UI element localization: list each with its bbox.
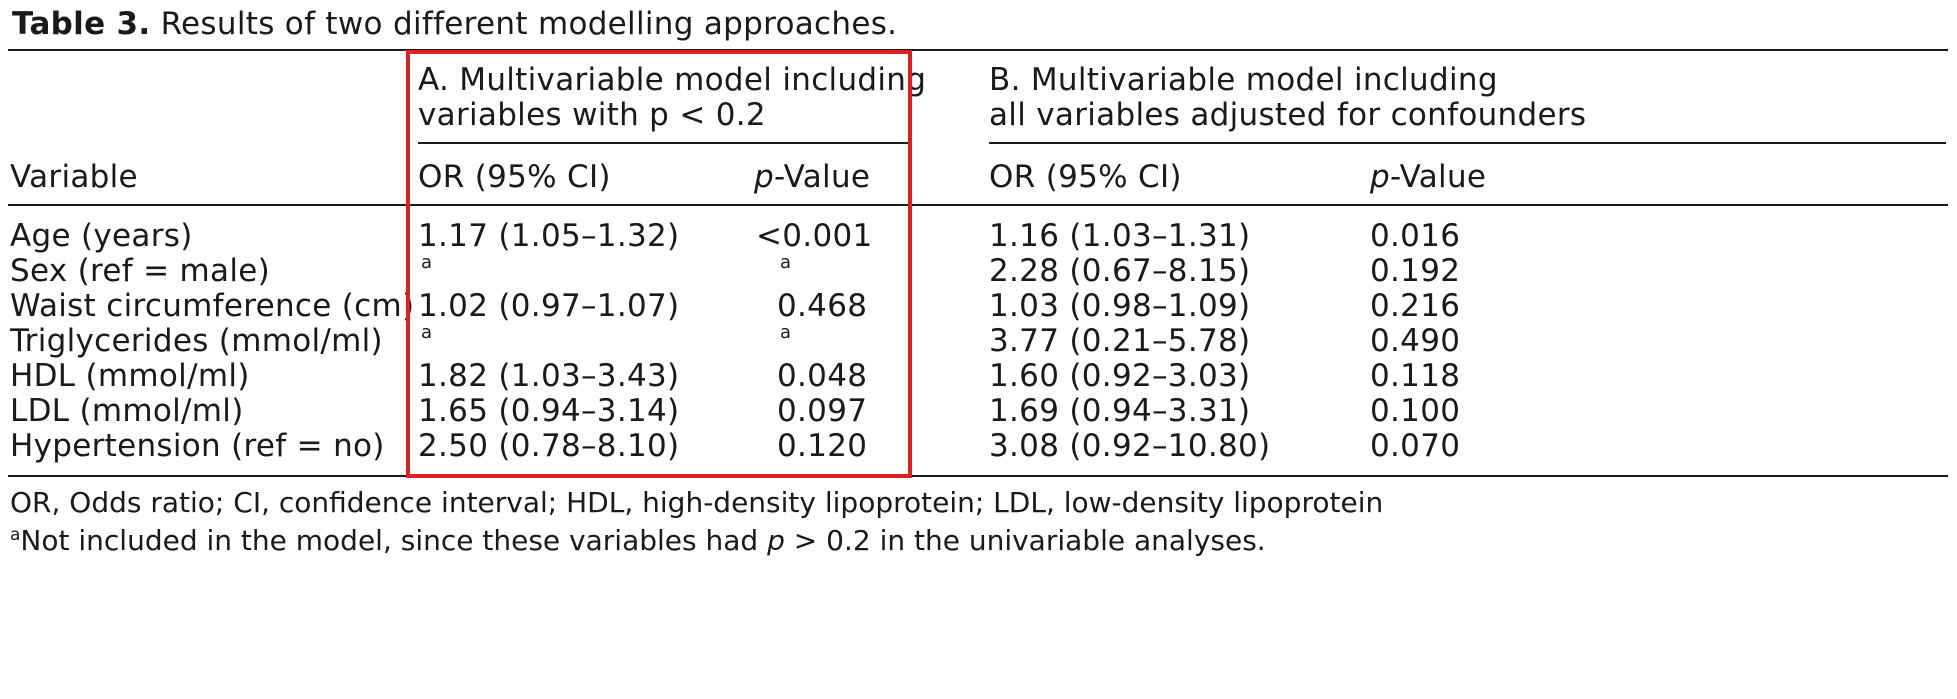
footnote-a-text-after: > 0.2 in the univariable analyses. [784,524,1266,557]
cell-or-a-footnote-mark: a [421,322,433,343]
cell-or-a: 1.17 (1.05–1.32) [418,218,680,254]
header-rule [8,204,1948,206]
cell-or-b: 3.77 (0.21–5.78) [989,323,1251,359]
group-b-header-line2: all variables adjusted for confounders [989,97,1587,133]
cell-variable: Triglycerides (mmol/ml) [10,323,383,359]
bottom-rule [8,475,1948,477]
cell-p-b: 0.490 [1370,323,1461,359]
cell-or-b: 1.03 (0.98–1.09) [989,288,1251,324]
cell-p-b: 0.118 [1370,358,1461,394]
group-b-header-line1: B. Multivariable model including [989,62,1498,98]
column-header-or-b: OR (95% CI) [989,159,1182,195]
group-a-header-line2: variables with p < 0.2 [418,97,766,133]
column-header-variable: Variable [10,159,138,195]
cell-or-b: 1.60 (0.92–3.03) [989,358,1251,394]
group-a-header-line1: A. Multivariable model including [418,62,927,98]
cell-p-b: 0.216 [1370,288,1461,324]
cell-variable: Hypertension (ref = no) [10,428,385,464]
model-a-highlight-box [406,50,912,478]
cell-or-a-footnote-mark: a [421,252,433,273]
cell-or-b: 2.28 (0.67–8.15) [989,253,1251,289]
cell-p-b: 0.100 [1370,393,1461,429]
table-caption-text: Results of two different modelling appro… [160,6,898,42]
cell-p-a: 0.048 [777,358,868,394]
column-header-or-a: OR (95% CI) [418,159,611,195]
p-suffix: -Value [1389,159,1487,195]
cell-or-a: 1.02 (0.97–1.07) [418,288,680,324]
column-header-p-b: p-Value [1370,159,1486,195]
p-symbol: p [1370,159,1390,195]
column-header-p-a: p-Value [754,159,870,195]
cell-p-b: 0.016 [1370,218,1461,254]
cell-p-a-footnote-mark: a [780,322,792,343]
cell-p-b: 0.070 [1370,428,1461,464]
cell-p-a-footnote-mark: a [780,252,792,273]
cell-or-b: 1.69 (0.94–3.31) [989,393,1251,429]
cell-variable: Waist circumference (cm) [10,288,415,324]
footnote-a-mark: a [10,525,21,545]
cell-variable: LDL (mmol/ml) [10,393,244,429]
p-symbol: p [754,159,774,195]
cell-variable: Sex (ref = male) [10,253,271,289]
cell-or-b: 1.16 (1.03–1.31) [989,218,1251,254]
cell-or-a: 2.50 (0.78–8.10) [418,428,680,464]
group-b-rule [989,142,1946,144]
group-a-rule [418,142,910,144]
cell-variable: HDL (mmol/ml) [10,358,250,394]
footnote-a: aNot included in the model, since these … [10,518,1266,558]
top-rule [8,49,1948,51]
table-caption: Table 3. Results of two different modell… [12,6,897,42]
cell-variable: Age (years) [10,218,193,254]
footnote-a-text-before: Not included in the model, since these v… [20,524,768,557]
cell-or-a: 1.82 (1.03–3.43) [418,358,680,394]
cell-p-a: 0.468 [777,288,868,324]
footnote-abbreviations: OR, Odds ratio; CI, confidence interval;… [10,486,1384,519]
table-caption-label: Table 3. [12,6,151,42]
cell-or-b: 3.08 (0.92–10.80) [989,428,1271,464]
cell-p-a: 0.120 [777,428,868,464]
cell-p-a: 0.097 [777,393,868,429]
cell-p-a: <0.001 [756,218,873,254]
p-suffix: -Value [773,159,871,195]
cell-p-b: 0.192 [1370,253,1461,289]
footnote-a-p: p [767,524,785,557]
cell-or-a: 1.65 (0.94–3.14) [418,393,680,429]
